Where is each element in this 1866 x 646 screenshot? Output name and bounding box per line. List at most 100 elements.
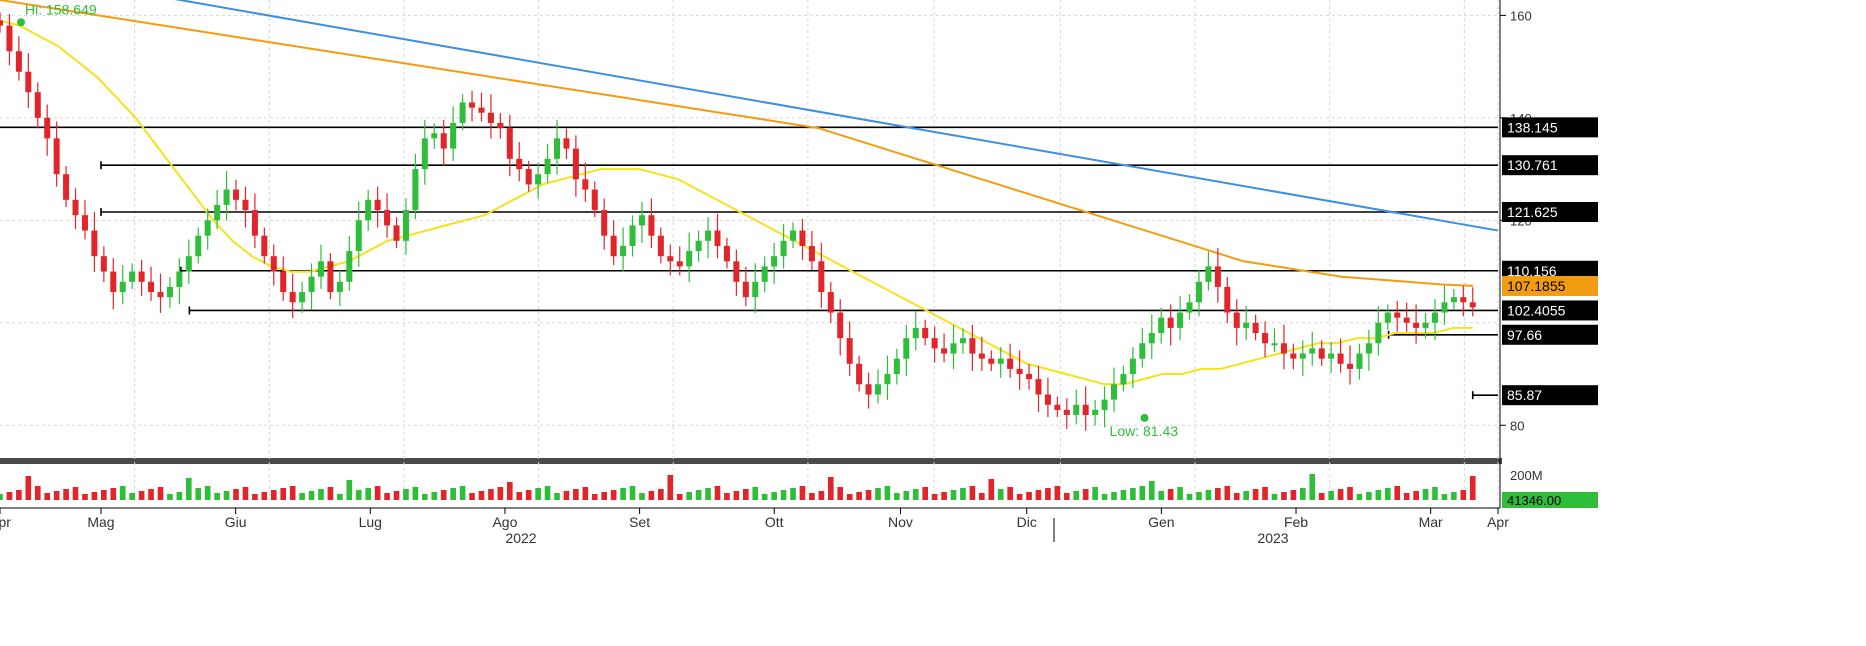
candle-body (1337, 353, 1344, 364)
candle-body (1252, 322, 1259, 334)
volume-bar (1120, 490, 1127, 500)
candle-body (1280, 343, 1287, 354)
candle-body (1469, 302, 1476, 308)
volume-bar (440, 490, 447, 500)
candle-body (714, 230, 721, 246)
candle-body (214, 204, 221, 221)
volume-bar (1224, 486, 1231, 500)
volume-bar (658, 489, 664, 500)
candle-body (837, 312, 844, 339)
candle-body (1129, 358, 1136, 375)
candle-body (761, 266, 768, 282)
volume-bar (591, 494, 598, 500)
price-label: 85.87 (1507, 387, 1542, 403)
candle-body (1318, 348, 1325, 359)
candle-body (648, 215, 655, 236)
volume-bar (185, 478, 192, 500)
volume-bar (488, 489, 494, 500)
volume-bar (223, 491, 230, 500)
volume-bar (837, 487, 844, 500)
x-month-label: Gen (1148, 514, 1174, 530)
volume-bar (25, 476, 32, 500)
volume-bar (16, 490, 22, 500)
volume-bar (204, 486, 211, 500)
volume-bar (1186, 494, 1193, 500)
candle-body (544, 158, 551, 175)
volume-bar (544, 486, 551, 500)
volume-bar (582, 487, 589, 500)
volume-bar (148, 489, 154, 500)
moving-averages-layer (0, 0, 1499, 386)
candle-body (365, 199, 372, 221)
candle-body (969, 338, 976, 354)
candle-body (780, 240, 787, 257)
volume-bar (289, 486, 296, 500)
volume-bar (988, 479, 995, 500)
volume-bar (969, 486, 976, 500)
volume-bar (705, 488, 711, 500)
candle-body (686, 251, 693, 267)
y-tick-label: 80 (1510, 418, 1524, 433)
candle-body (440, 133, 447, 149)
volume-bar (903, 491, 910, 500)
candle-body (195, 235, 202, 257)
candle-body (270, 256, 277, 272)
volume-bar (157, 487, 164, 500)
volume-bar (110, 488, 117, 500)
volume-bar (875, 488, 881, 500)
volume-bar (1441, 494, 1448, 500)
candle-body (1224, 286, 1231, 313)
candle-body (818, 261, 825, 293)
volume-bar (6, 492, 13, 500)
volume-bar (1281, 492, 1287, 500)
volume-bar (856, 492, 862, 500)
volume-bar (318, 489, 324, 500)
candle-body (157, 292, 164, 298)
candle-body (384, 210, 391, 226)
volume-bar (365, 488, 372, 500)
volume-bar (1158, 491, 1165, 500)
x-month-label: Lug (359, 514, 382, 530)
candle-body (1139, 343, 1146, 359)
volume-bar (1299, 488, 1306, 500)
price-label: 102.4055 (1507, 302, 1566, 318)
candle-body (1413, 322, 1420, 328)
candle-body (34, 92, 41, 118)
y-tick-label: 160 (1510, 8, 1532, 23)
candle-body (1356, 353, 1363, 369)
volume-bar (799, 486, 806, 500)
volume-bar (1366, 492, 1372, 500)
labels-layer: 138.145 130.761 121.625 110.156 102.4055 97.6… (17, 1, 1598, 508)
volume-bar (1139, 486, 1146, 500)
trendline (174, 0, 1499, 232)
volume-bar (1403, 493, 1410, 500)
candle-body (346, 251, 353, 282)
candle-body (723, 245, 730, 262)
volume-bar (403, 489, 409, 500)
volume-bar (412, 487, 419, 500)
volume-bar (1432, 487, 1438, 500)
volume-bar (261, 492, 268, 500)
volume-bar (53, 491, 60, 500)
volume-bar (1290, 490, 1297, 500)
candle-body (752, 281, 759, 298)
candle-body (988, 358, 995, 364)
volume-bar (676, 494, 683, 500)
candle-body (1148, 333, 1155, 344)
candle-body (1422, 322, 1429, 328)
volume-bar (280, 488, 287, 500)
price-label-box (1502, 385, 1598, 406)
volume-bar (1469, 476, 1476, 500)
candle-body (1082, 404, 1089, 416)
volume-bar (478, 491, 485, 500)
price-label: 121.625 (1507, 204, 1558, 220)
x-month-label: Nov (888, 514, 913, 530)
volume-bar (1233, 493, 1240, 500)
volume-bar (1082, 489, 1089, 500)
candle-body (733, 261, 740, 282)
volume-bar (525, 490, 532, 500)
volume-bar (497, 487, 504, 500)
x-axis-background (0, 508, 1866, 646)
volume-bar (459, 486, 466, 500)
volume-bar (931, 494, 938, 500)
